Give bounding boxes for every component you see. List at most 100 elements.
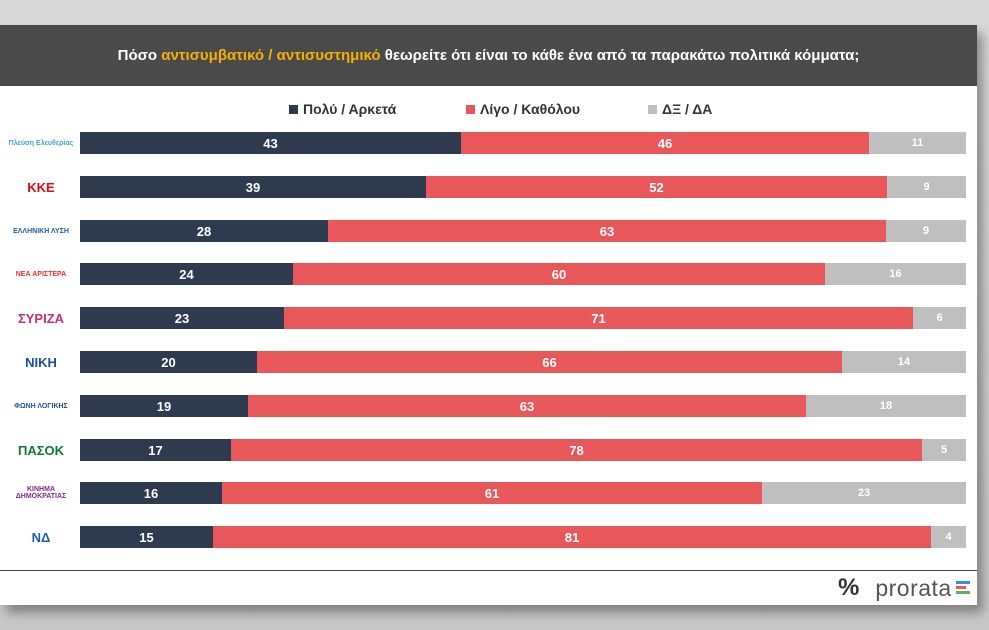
syriza-icon: ΣΥΡΙΖΑ [8,299,74,337]
bar-segment-dark: 43 [80,132,461,154]
title-pre: Πόσο [117,47,158,64]
party-logo-text: ΝΔ [31,529,51,545]
party-logo-text: ΝΕΑ ΑΡΙΣΤΕΡΑ [15,270,67,278]
data-label: 39 [245,179,261,195]
data-label: 11 [911,137,924,149]
data-label: 16 [889,268,902,280]
party-logo-text: Πλεύση Ελευθερίας [8,139,74,147]
bar-row: 19 63 18 [80,395,966,417]
bar-segment-dark: 24 [80,263,293,285]
data-label: 18 [879,400,893,412]
data-label: 19 [156,398,172,414]
bar-segment-red: 71 [284,307,913,329]
bar-row: 39 52 9 [80,176,966,198]
star-icon: ΝΕΑ ΑΡΙΣΤΕΡΑ [8,255,74,293]
data-label: 60 [551,266,567,282]
bar-segment-red: 46 [461,132,869,154]
bar-segment-gray: 6 [913,307,966,329]
data-label: 6 [936,312,943,324]
legend-label-red: Λίγο / Καθόλου [480,101,581,117]
legend-item-red: Λίγο / Καθόλου [466,101,580,117]
sun-icon: ΠΑΣΟΚ [8,431,74,469]
data-label: 9 [922,225,930,237]
flower-icon: ΚΙΝΗΜΑ ΔΗΜΟΚΡΑΤΙΑΣ [8,474,74,512]
chart-legend: Πολύ / Αρκετά Λίγο / Καθόλου ΔΞ / ΔΑ [0,101,977,121]
brand-bars-icon [955,580,970,596]
title-post: θεωρείτε ότι είναι το κάθε ένα από τα πα… [384,47,860,64]
bar-segment-red: 78 [231,439,922,461]
legend-label-dark: Πολύ / Αρκετά [303,101,397,117]
bar-row: 28 63 9 [80,220,966,242]
bar-segment-red: 61 [222,482,762,504]
data-label: 63 [599,223,615,239]
bar-row: 24 60 16 [80,263,966,285]
legend-swatch-dark [289,104,298,114]
bar-segment-dark: 17 [80,439,231,461]
party-logo-text: ΕΛΛΗΝΙΚΗ ΛΥΣΗ [13,227,69,235]
legend-item-dark: Πολύ / Αρκετά [289,101,396,117]
legend-swatch-gray [648,104,657,114]
title-highlight-2: αντισυστημικό [276,47,381,64]
bar-segment-gray: 11 [869,132,966,154]
footer-divider [0,570,977,571]
legend-swatch-red [466,104,475,114]
wings-icon: NIKH [8,343,74,381]
data-label: 14 [897,356,911,368]
nd-icon: ΝΔ [8,518,74,556]
data-label: 5 [940,444,948,456]
bar-segment-gray: 18 [806,395,966,417]
data-label: 20 [161,354,176,370]
data-label: 23 [857,487,871,499]
bar-row: 23 71 6 [80,307,966,329]
data-label: 9 [923,181,930,193]
data-label: 66 [542,354,557,370]
data-label: 17 [148,442,163,458]
party-logo-text: ΦΩΝΗ ΛΟΓΙΚΗΣ [14,402,68,410]
legend-label-gray: ΔΞ / ΔΑ [662,101,713,117]
bar-segment-red: 63 [328,220,886,242]
bar-segment-gray: 9 [886,220,966,242]
bar-segment-dark: 15 [80,526,213,548]
bar-segment-dark: 19 [80,395,248,417]
data-label: 28 [196,223,212,239]
bar-segment-red: 63 [248,395,806,417]
brand-name: prorata [875,574,952,601]
bar-segment-gray: 4 [931,526,966,548]
bar-segment-dark: 16 [80,482,222,504]
data-label: 78 [569,442,584,458]
chart-header: Πόσο αντισυμβατικό / αντισυστημικό θεωρε… [0,25,977,86]
party-logo-text: NIKH [25,354,57,370]
data-label: 43 [263,135,278,151]
bar-segment-dark: 39 [80,176,426,198]
party-logo-text: ΣΥΡΙΖΑ [17,310,65,326]
bar-segment-red: 81 [213,526,931,548]
data-label: 63 [519,398,535,414]
bar-segment-red: 52 [426,176,887,198]
party-logo-text: ΚΙΝΗΜΑ ΔΗΜΟΚΡΑΤΙΑΣ [15,486,67,500]
bar-segment-red: 60 [293,263,825,285]
bar-row: 17 78 5 [80,439,966,461]
party-logo-text: KKE [27,179,55,195]
bar-segment-dark: 20 [80,351,257,373]
sailboats-icon: Πλεύση Ελευθερίας [8,124,74,162]
data-label: 4 [945,531,952,543]
building-icon: ΦΩΝΗ ΛΟΓΙΚΗΣ [8,387,74,425]
data-label: 24 [179,266,194,282]
data-label: 23 [174,310,190,326]
data-label: 71 [591,310,606,326]
data-label: 81 [564,529,580,545]
data-label: 16 [143,485,159,501]
legend-item-gray: ΔΞ / ΔΑ [648,101,712,117]
bar-segment-gray: 14 [842,351,966,373]
title-separator: / [268,47,273,64]
hammer-sickle-icon: KKE [8,168,74,206]
title-highlight-1: αντισυμβατικό [161,47,265,64]
bar-row: 15 81 4 [80,526,966,548]
data-label: 52 [649,179,664,195]
bar-segment-gray: 16 [825,263,966,285]
bar-segment-gray: 9 [887,176,966,198]
data-label: 15 [139,529,154,545]
prorata-logo: % prorata [838,573,970,603]
bar-row: 43 46 11 [80,132,966,154]
bar-row: 16 61 23 [80,482,966,504]
